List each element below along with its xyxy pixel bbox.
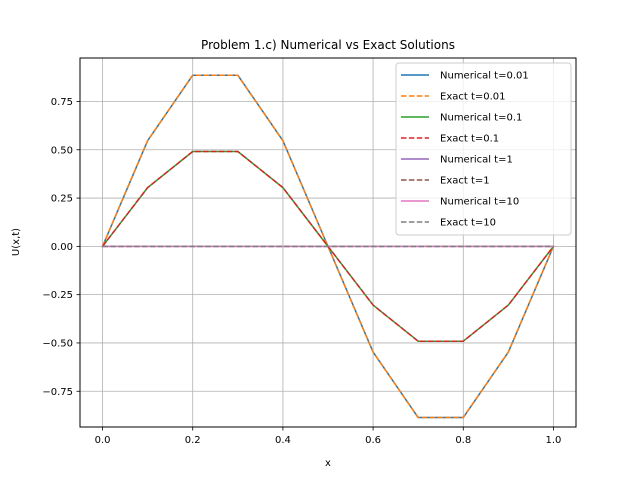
y-tick-label: 0.75 — [51, 97, 73, 108]
x-tick-label: 0.2 — [185, 435, 201, 446]
x-tick-label: 1.0 — [546, 435, 562, 446]
legend-label: Numerical t=0.01 — [440, 71, 529, 82]
x-tick-label: 0.6 — [365, 435, 381, 446]
legend-label: Exact t=1 — [440, 176, 490, 187]
x-tick-label: 0.0 — [95, 435, 111, 446]
legend-label: Exact t=10 — [440, 218, 496, 229]
series-lines — [101, 74, 555, 419]
legend-label: Numerical t=10 — [440, 197, 519, 208]
legend: Numerical t=0.01 Exact t=0.01 Numerical t=… — [395, 62, 572, 236]
legend-label: Exact t=0.1 — [440, 134, 499, 145]
legend-label: Numerical t=0.1 — [440, 113, 522, 124]
y-tick-label: −0.75 — [42, 387, 73, 398]
x-tick-label: 0.8 — [455, 435, 471, 446]
y-tick-label: 0.25 — [51, 194, 73, 205]
series-line-2 — [101, 74, 555, 419]
x-axis-label: x — [325, 458, 331, 469]
y-tick-label: −0.50 — [42, 338, 73, 349]
legend-box — [395, 62, 572, 236]
legend-label: Exact t=0.01 — [440, 92, 506, 103]
y-tick-label: −0.25 — [42, 290, 73, 301]
y-tick-label: 0.50 — [51, 145, 73, 156]
axis-ticks: 0.0 0.2 0.4 0.6 0.8 1.0 −0.75 −0.50 −0.25 0.00 0.2… — [42, 97, 561, 446]
plot-area-frame — [79, 57, 577, 428]
y-tick-label: 0.00 — [51, 242, 73, 253]
y-axis-label: U(x,t) — [11, 228, 22, 256]
chart-title: Problem 1.c) Numerical vs Exact Solution… — [201, 38, 455, 52]
legend-label: Numerical t=1 — [440, 155, 513, 166]
x-tick-label: 0.4 — [275, 435, 291, 446]
